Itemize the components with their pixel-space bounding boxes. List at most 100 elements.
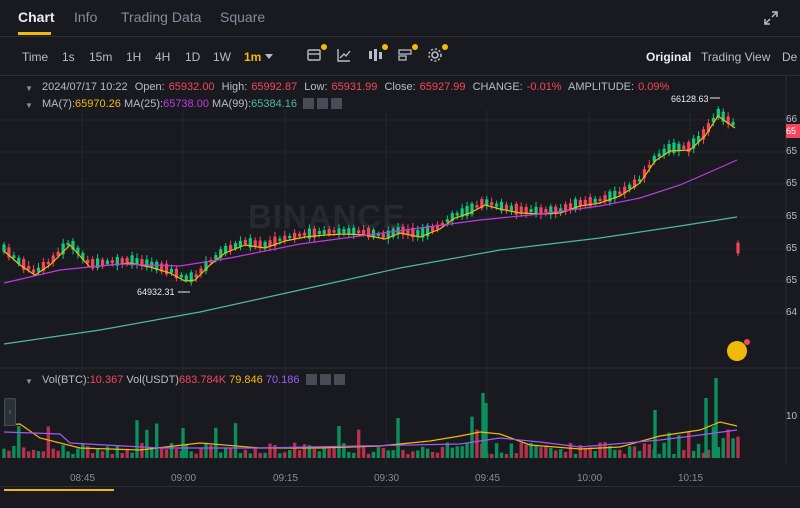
vol-settings-icon[interactable] xyxy=(319,374,331,385)
tab-chart[interactable]: Chart xyxy=(18,9,55,25)
volume-bar xyxy=(332,447,336,458)
candle xyxy=(593,195,597,206)
volume-bar xyxy=(90,453,95,458)
candle-type-icon[interactable] xyxy=(306,44,327,63)
volume-bar xyxy=(401,449,405,458)
panel-drag-handle[interactable]: › xyxy=(4,398,16,426)
candle xyxy=(539,204,543,220)
volume-bar xyxy=(307,445,312,458)
chat-fab-button[interactable] xyxy=(727,339,750,361)
change-value: -0.01% xyxy=(526,81,562,93)
candle xyxy=(618,187,622,198)
candle xyxy=(416,225,420,241)
x-tick: 09:30 xyxy=(374,473,400,484)
candle xyxy=(731,118,735,128)
volume-bar xyxy=(504,453,509,458)
vol-collapse-icon[interactable]: ▼ xyxy=(25,377,33,386)
interval-15m[interactable]: 15m xyxy=(89,50,113,64)
ma99-value: 65384.16 xyxy=(251,98,298,110)
high-label: High: xyxy=(221,81,248,93)
candle xyxy=(430,223,435,235)
interval-4h[interactable]: 4H xyxy=(155,50,171,64)
candle xyxy=(504,201,509,214)
candle xyxy=(22,256,26,274)
volume-bar xyxy=(322,448,326,458)
vol-close-icon[interactable] xyxy=(333,374,345,385)
tab-square[interactable]: Square xyxy=(220,9,266,25)
ma-settings-icon[interactable] xyxy=(317,98,329,109)
volume-bar xyxy=(711,426,716,458)
indicator-icon[interactable] xyxy=(336,47,352,63)
candle xyxy=(71,238,75,255)
candle xyxy=(268,236,272,252)
interval-time[interactable]: Time xyxy=(22,50,49,64)
layout-icon[interactable] xyxy=(397,44,418,63)
interval-1d[interactable]: 1D xyxy=(185,50,201,64)
tab-trading-data[interactable]: Trading Data xyxy=(121,9,202,25)
candle xyxy=(406,224,410,239)
volume-bar xyxy=(573,453,578,458)
candle xyxy=(514,201,518,220)
volume-bar xyxy=(480,443,484,458)
volume-bar xyxy=(263,452,267,458)
candle xyxy=(470,201,474,217)
ma-close-icon[interactable] xyxy=(331,98,343,109)
volume-bar xyxy=(288,450,292,458)
candle xyxy=(563,201,568,216)
candle xyxy=(465,201,469,220)
candle xyxy=(534,201,538,218)
x-tick: 09:45 xyxy=(475,473,501,484)
vol-ma1-line xyxy=(3,421,738,451)
volume-bar xyxy=(465,443,469,458)
candle xyxy=(623,181,627,199)
volume-bar xyxy=(327,448,331,458)
fullscreen-icon[interactable] xyxy=(764,11,778,25)
volume-bar xyxy=(135,420,139,458)
volume-bar xyxy=(549,447,553,458)
volume-bar xyxy=(588,447,592,458)
interval-dropdown-icon[interactable] xyxy=(265,54,273,60)
volume-bar xyxy=(421,446,425,458)
volume-bar xyxy=(150,447,154,458)
volume-bar xyxy=(95,448,100,458)
candle xyxy=(204,256,208,275)
view-trading-view[interactable]: Trading View xyxy=(701,50,771,64)
interval-1w[interactable]: 1W xyxy=(213,50,231,64)
candle xyxy=(445,215,449,227)
ohlc-collapse-icon[interactable]: ▼ xyxy=(25,84,33,93)
settings-icon[interactable] xyxy=(427,44,448,63)
candle xyxy=(41,258,46,274)
interval-1s[interactable]: 1s xyxy=(62,50,75,64)
interval-1h[interactable]: 1H xyxy=(126,50,142,64)
candle xyxy=(36,262,41,276)
volume-bar xyxy=(268,443,272,458)
candle xyxy=(120,255,124,269)
candle xyxy=(677,141,681,157)
bottom-tab-indicator xyxy=(4,489,114,491)
ma7-value: 65970.26 xyxy=(75,98,121,110)
candle xyxy=(568,198,573,214)
volume-bar xyxy=(219,452,223,458)
candle xyxy=(426,223,430,240)
x-tick: 09:00 xyxy=(171,473,197,484)
candle xyxy=(726,112,730,129)
depth-icon[interactable] xyxy=(367,44,388,63)
volume-bar xyxy=(238,452,243,458)
view-depth[interactable]: De xyxy=(782,50,798,64)
volume-bar xyxy=(726,429,730,458)
y-tick: 65 xyxy=(786,243,798,254)
high-annotation: 66128.63 xyxy=(671,94,709,104)
tab-info[interactable]: Info xyxy=(74,9,98,25)
vol-visibility-icon[interactable] xyxy=(305,374,317,385)
view-original[interactable]: Original xyxy=(646,50,692,64)
interval-1m[interactable]: 1m xyxy=(244,50,262,64)
volume-bar xyxy=(672,453,676,458)
volume-bar xyxy=(342,443,346,458)
ma-visibility-icon[interactable] xyxy=(303,98,315,109)
volume-bar xyxy=(558,449,563,458)
ma-collapse-icon[interactable]: ▼ xyxy=(25,101,33,110)
current-price-tag: 65 xyxy=(786,124,800,138)
candle xyxy=(706,118,711,137)
candle xyxy=(632,174,637,190)
